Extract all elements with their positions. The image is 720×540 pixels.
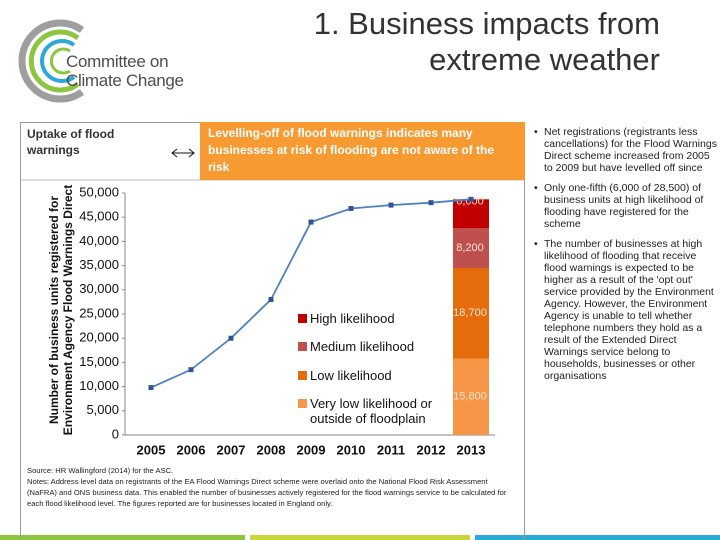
- point: [148, 385, 154, 391]
- x-tick-label: 2007: [217, 442, 246, 457]
- bullet: Only one-fifth (6,000 of 28,500) of busi…: [530, 182, 718, 230]
- point: [228, 335, 234, 341]
- value-label: 15,800: [453, 391, 487, 403]
- logo-rings: [18, 19, 85, 103]
- y-tick-label: 35,000: [79, 257, 119, 272]
- source-note: Source: HR Wallingford (2014) for the AS…: [27, 466, 174, 475]
- point: [428, 200, 434, 206]
- legend-swatch: [298, 342, 307, 351]
- y-tick-label: 40,000: [79, 233, 119, 248]
- x-tick-label: 2013: [457, 442, 486, 457]
- x-tick-label: 2012: [417, 442, 446, 457]
- point: [388, 202, 394, 208]
- y-tick-label: 15,000: [79, 354, 119, 369]
- panel-heading: Uptake of flood warnings: [27, 127, 115, 157]
- legend-label: Very low likelihood or outside of floodp…: [310, 396, 433, 426]
- legend-swatch: [298, 399, 307, 408]
- legend-label: Low likelihood: [310, 368, 392, 383]
- logo-text: Climate Change: [66, 71, 184, 90]
- footer-bar: [250, 535, 470, 540]
- point: [348, 205, 354, 211]
- value-label: 8,200: [456, 242, 484, 254]
- footer-bar: [0, 535, 245, 540]
- y-tick-label: 5,000: [86, 402, 119, 417]
- bar-segment: [453, 358, 489, 435]
- legend-label: High likelihood: [310, 311, 395, 326]
- legend-swatch: [298, 314, 307, 323]
- y-tick-label: 20,000: [79, 330, 119, 345]
- point: [268, 296, 274, 302]
- y-tick-label: 25,000: [79, 305, 119, 320]
- x-tick-label: 2010: [337, 442, 366, 457]
- footer-bar: [475, 535, 720, 540]
- value-label: 18,700: [453, 307, 487, 319]
- point: [468, 196, 474, 202]
- double-arrow: [171, 148, 195, 158]
- bar-segment: [453, 268, 489, 359]
- y-tick-label: 10,000: [79, 378, 119, 393]
- callout: Levelling-off of flood warnings indicate…: [200, 122, 525, 180]
- x-tick-label: 2006: [177, 442, 206, 457]
- bullet: Net registrations (registrants less canc…: [530, 126, 718, 174]
- y-tick-label: 0: [112, 426, 119, 441]
- point: [188, 367, 194, 373]
- x-tick-label: 2011: [377, 442, 405, 457]
- legend-label: Medium likelihood: [310, 339, 415, 354]
- bar-segment: [453, 199, 489, 229]
- x-tick-label: 2009: [297, 442, 326, 457]
- point: [308, 219, 314, 225]
- bullet: The number of businesses at high likelih…: [530, 238, 718, 382]
- notes: Source: HR Wallingford (2014) for the AS…: [27, 465, 519, 509]
- bullet-list: Net registrations (registrants less canc…: [530, 126, 718, 390]
- title: 1. Business impacts from extreme weather: [313, 6, 660, 77]
- y-tick-label: 50,000: [79, 184, 119, 199]
- y-tick-label: 45,000: [79, 209, 119, 224]
- y-tick-label: 30,000: [79, 281, 119, 296]
- method-note: Notes: Address level data on registrants…: [27, 477, 507, 508]
- y-axis-label: Number of business units registered for …: [47, 184, 75, 436]
- logo-text: Committee on: [66, 52, 169, 71]
- x-tick-label: 2008: [257, 442, 286, 457]
- bar-segment: [453, 228, 489, 269]
- legend-swatch: [298, 371, 307, 380]
- x-tick-label: 2005: [137, 442, 166, 457]
